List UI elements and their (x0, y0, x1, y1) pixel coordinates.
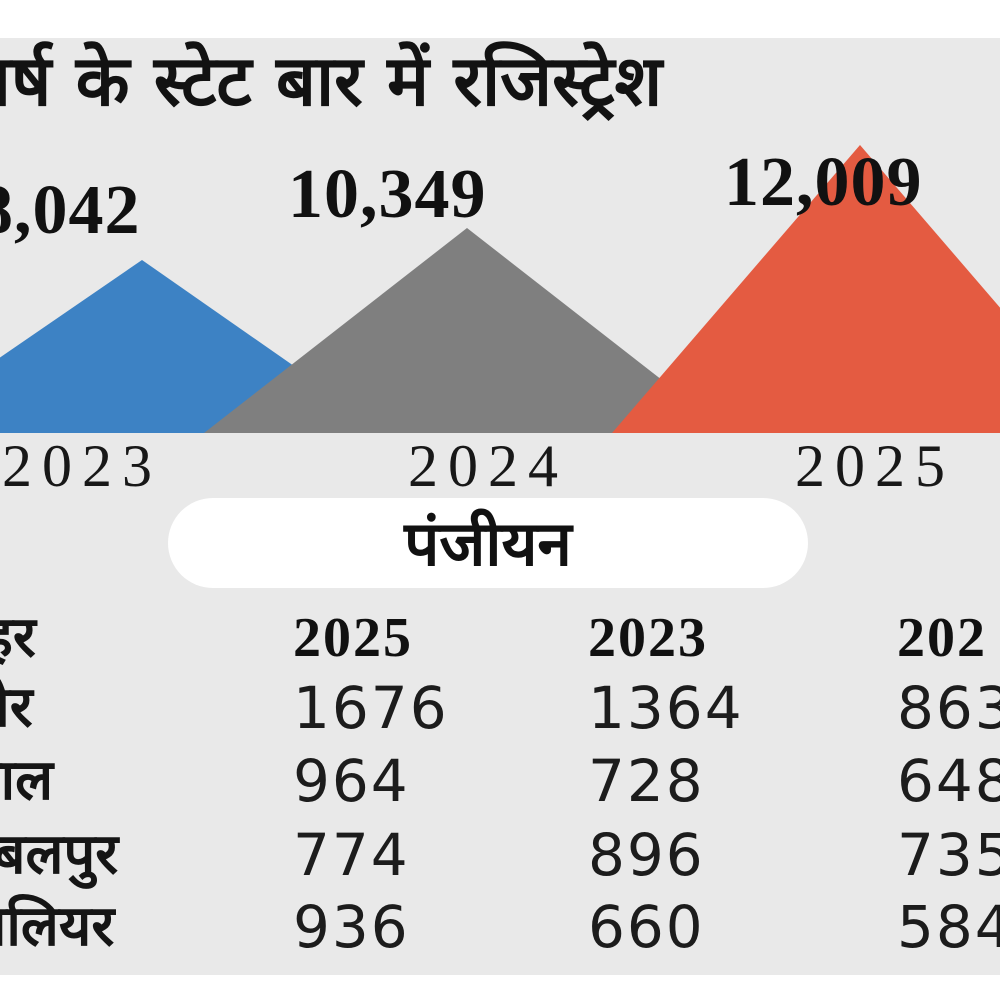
registration-trend-chart (0, 145, 1000, 433)
header-clipped-year: 202 (897, 607, 987, 669)
peak-value-2025: 12,009 (724, 144, 923, 221)
value-clipped-year: 863 (897, 674, 1000, 742)
header-2025: 2025 (293, 607, 413, 669)
table-row: इंदौर 1676 1364 863 (0, 672, 1000, 744)
city-name: इंदौर (0, 675, 33, 740)
value-2023: 660 (588, 893, 705, 961)
value-2025: 1676 (293, 674, 449, 742)
value-2023: 896 (588, 821, 705, 889)
year-label-2024: 2024 (408, 433, 568, 499)
city-name: भोपाल (0, 748, 54, 813)
value-2023: 1364 (588, 674, 744, 742)
value-2025: 936 (293, 893, 410, 961)
value-clipped-year: 735 (897, 821, 1000, 889)
value-clipped-year: 648 (897, 747, 1000, 815)
header-city: शहर (0, 605, 36, 670)
value-2025: 774 (293, 821, 410, 889)
value-clipped-year: 584 (897, 893, 1000, 961)
table-row: ग्वालियर 936 660 584 (0, 891, 1000, 963)
page-title: वर्ष के स्टेट बार में रजिस्ट्रेश (0, 40, 663, 122)
peak-value-2024: 10,349 (288, 156, 487, 233)
year-label-2025: 2025 (795, 433, 955, 499)
infographic-panel: वर्ष के स्टेट बार में रजिस्ट्रेश 8,042 1… (0, 38, 1000, 975)
value-2023: 728 (588, 747, 705, 815)
header-2023: 2023 (588, 607, 708, 669)
city-name: जबलपुर (0, 822, 119, 887)
year-label-2023: 2023 (2, 433, 162, 499)
table-row: भोपाल 964 728 648 (0, 745, 1000, 817)
peak-value-2023: 8,042 (0, 172, 141, 249)
triangle-2024 (204, 228, 730, 433)
value-2025: 964 (293, 747, 410, 815)
table-row: जबलपुर 774 896 735 (0, 819, 1000, 891)
table-header-row: शहर 2025 2023 202 (0, 602, 1000, 674)
city-name: ग्वालियर (0, 894, 115, 959)
triangle-2025 (612, 145, 1000, 433)
section-badge-registration: पंजीयन (168, 498, 808, 588)
